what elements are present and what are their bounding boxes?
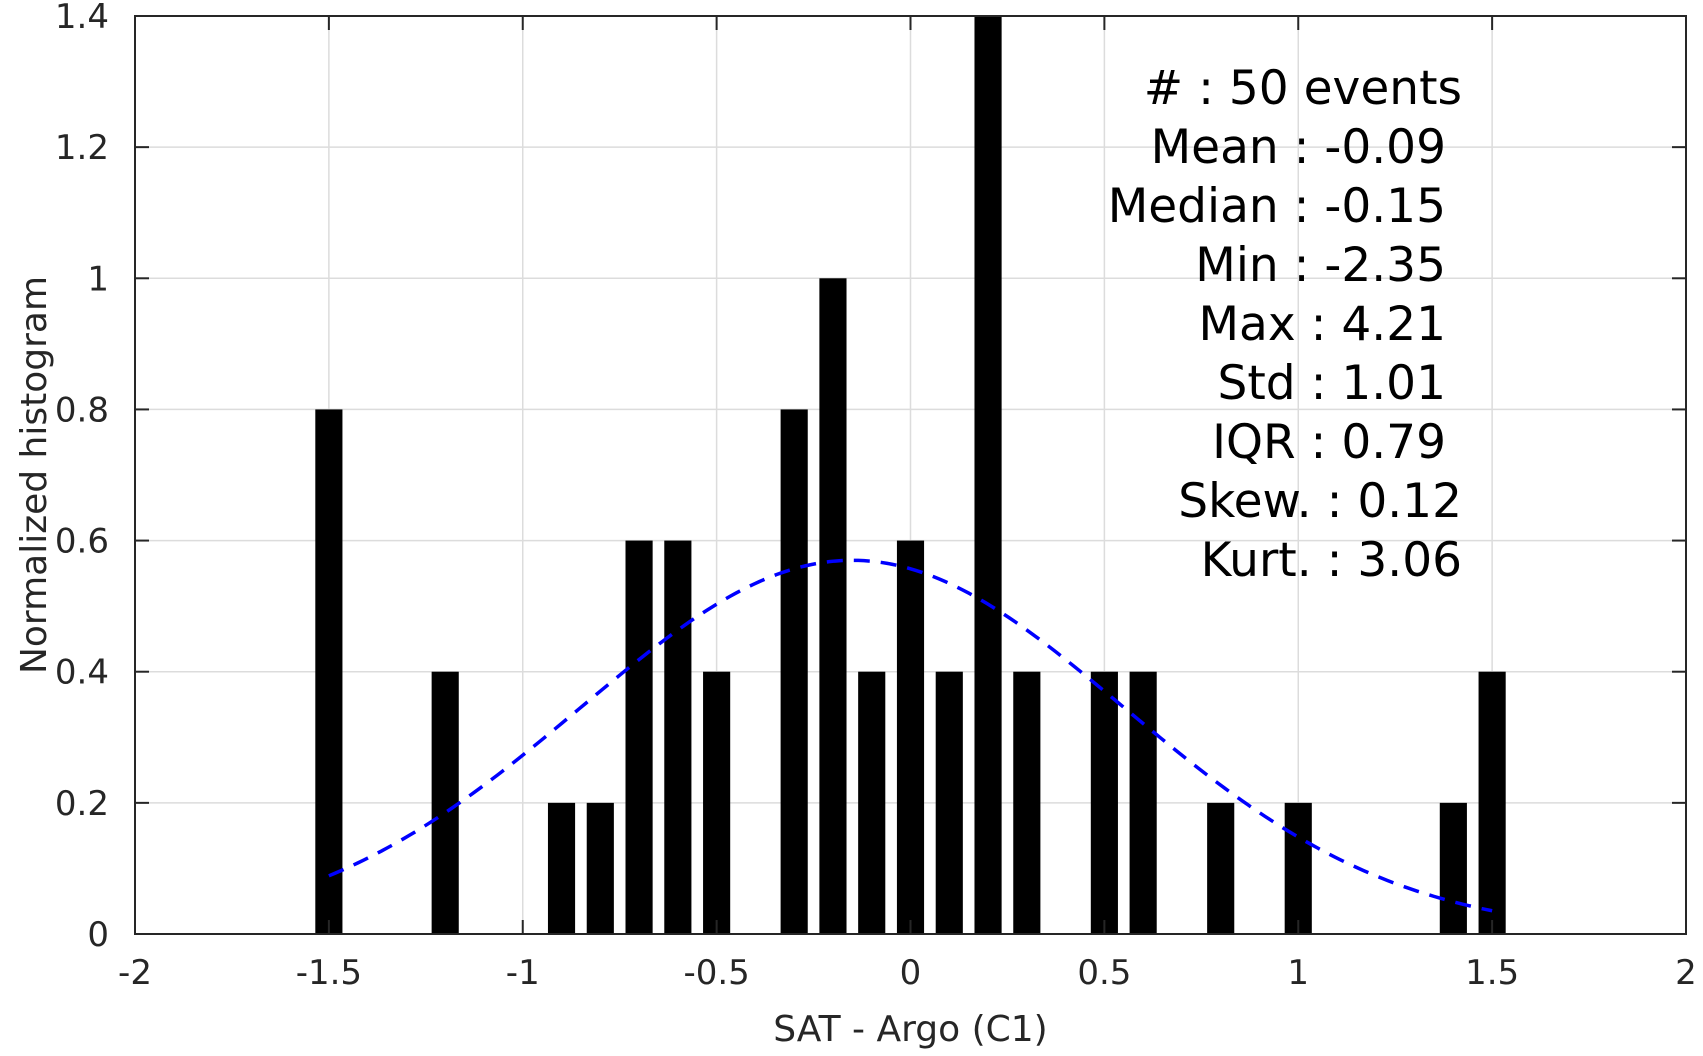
stats-line: Skew. : 0.12	[1178, 474, 1462, 529]
histogram-bar	[858, 671, 886, 934]
histogram-bar	[1090, 671, 1118, 934]
x-tick-label: -1.5	[296, 953, 362, 993]
x-tick-label: -2	[118, 953, 152, 993]
y-tick-label: 1.4	[55, 0, 109, 37]
x-tick-label: 0	[900, 953, 922, 993]
histogram-bar	[1478, 671, 1506, 934]
histogram-bar	[780, 409, 808, 934]
histogram-bars	[315, 16, 1506, 934]
stats-line: Max : 4.21	[1198, 297, 1446, 352]
y-tick-label: 0.4	[55, 653, 109, 693]
x-axis-label: SAT - Argo (C1)	[773, 1009, 1047, 1050]
histogram-bar	[586, 802, 614, 934]
histogram-bar	[703, 671, 731, 934]
y-tick-label: 0.8	[55, 390, 109, 430]
histogram-bar	[1129, 671, 1157, 934]
stats-line: Kurt. : 3.06	[1201, 533, 1462, 588]
histogram-bar	[431, 671, 459, 934]
stats-line: Mean : -0.09	[1151, 120, 1446, 175]
y-tick-label: 1.2	[55, 128, 109, 168]
y-tick-label: 0.2	[55, 784, 109, 824]
x-tick-label: 0.5	[1077, 953, 1131, 993]
histogram-bar	[974, 16, 1002, 934]
histogram-bar	[1207, 802, 1235, 934]
axis-ticks	[134, 15, 1687, 935]
x-tick-label: 1	[1287, 953, 1309, 993]
x-tick-label: -0.5	[683, 953, 749, 993]
histogram-bar	[1013, 671, 1041, 934]
stats-line: Median : -0.15	[1108, 179, 1446, 234]
y-axis-label: Normalized histogram	[14, 276, 55, 674]
stats-line: IQR : 0.79	[1212, 415, 1446, 470]
histogram-bar	[315, 409, 343, 934]
gaussian-fit-curve	[328, 558, 1493, 913]
x-tick-label: 1.5	[1465, 953, 1519, 993]
y-tick-label: 1	[87, 259, 109, 299]
histogram-bar	[625, 540, 653, 934]
stats-line: Min : -2.35	[1195, 238, 1446, 293]
histogram-bar	[664, 540, 692, 934]
x-tick-label: -1	[506, 953, 540, 993]
histogram-bar	[1284, 802, 1312, 934]
x-tick-labels: -2 -1.5 -1 -0.5 0 0.5 1 1.5 2	[118, 953, 1697, 993]
y-tick-label: 0	[87, 915, 109, 955]
x-tick-label: 2	[1675, 953, 1697, 993]
histogram-bar	[547, 802, 576, 934]
histogram-bar	[896, 540, 925, 934]
histogram-bar	[935, 671, 963, 934]
y-tick-label: 0.6	[55, 522, 109, 562]
histogram-bar	[819, 278, 847, 934]
stats-line: # : 50 events	[1144, 61, 1462, 116]
stats-line: Std : 1.01	[1218, 356, 1446, 411]
histogram-bar	[1439, 802, 1467, 934]
y-tick-labels: 0 0.2 0.4 0.6 0.8 1 1.2 1.4	[55, 0, 109, 955]
